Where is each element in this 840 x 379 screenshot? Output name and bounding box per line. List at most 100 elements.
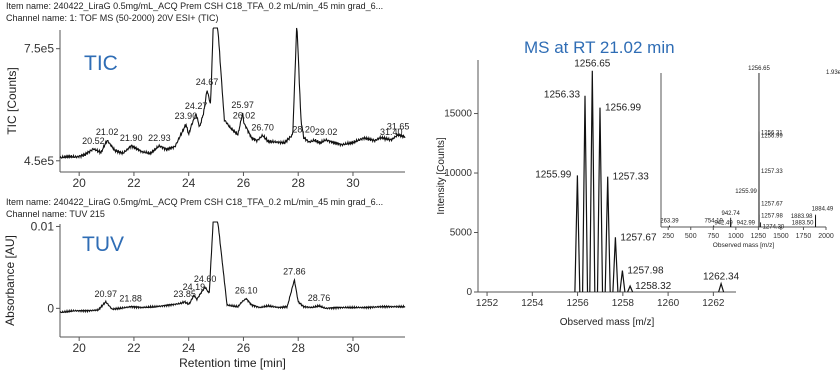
ms-peak-label: 1256.65 [574,59,611,70]
ms-peak [604,176,611,293]
ms-y-axis-title: Intensity [Counts] [436,137,447,214]
ms-x-tick-label: 1260 [657,298,680,309]
inset-x-axis-title: Observed mass [m/z] [713,242,775,249]
inset-x-tick-label: 1000 [728,233,744,240]
tic-peak-label: 22.93 [148,133,171,143]
tic-x-tick-label: 22 [127,176,141,190]
inset-peak-label: 942.74 [721,211,740,217]
tuv-x-tick-label: 26 [237,341,251,355]
tic-channel-name: Channel name: 1: TOF MS (50-2000) 20V ES… [6,13,219,23]
tic-y-tick-label: 4.5e5 [24,154,54,168]
tuv-y-axis-title: Absorbance [AU] [3,235,17,326]
tic-trace [59,27,406,160]
ms-peak-label: 1257.67 [620,232,657,243]
tic-peak-label: 31.40 [380,127,403,137]
ms-peak-label: 1255.99 [535,169,572,180]
tic-x-tick-label: 28 [292,176,306,190]
ms-peak-label: 1256.33 [544,90,581,101]
tic-x-tick-label: 26 [237,176,251,190]
tic-peak-label: 24.67 [196,77,219,87]
inset-x-tick-label: 2000 [818,233,834,240]
tic-peak-label: 28.20 [292,125,315,135]
inset-peak-label: 1883.98 [791,214,813,220]
inset-peak-label: 1256.31 [761,131,783,137]
tuv-channel-name: Channel name: TUV 215 [6,209,105,219]
inset-peak-label: 1256.99 [761,134,783,140]
inset-x-tick-label: 500 [685,233,697,240]
tic-peak-label: 25.97 [231,100,254,110]
ms-peak [718,281,725,293]
inset-peak-label: 263.39 [660,218,679,224]
tic-x-tick-label: 30 [346,176,360,190]
tic-inset-label: TIC [84,52,118,75]
inset-x-tick-label: 750 [707,233,719,240]
tic-peak-label: 21.90 [120,133,143,143]
inset-peak-label: 1274.30 [763,224,785,230]
tic-item-name: Item name: 240422_LiraG 0.5mg/mL_ACQ Pre… [6,1,384,11]
ms-x-tick-label: 1262 [702,298,725,309]
tuv-peak-label: 24.19 [183,282,206,292]
inset-peak-label: 1257.98 [761,214,783,220]
tuv-peak-label: 26.10 [235,286,258,296]
tuv-inset-label: TUV [82,233,124,256]
tuv-x-axis-title: Retention time [min] [179,356,286,370]
inset-x-tick-label: 1500 [773,233,789,240]
tic-y-tick-label: 7.5e5 [24,42,54,56]
tic-y-axis-title: TIC [Counts] [5,67,19,134]
inset-peak-label: 1256.65 [748,66,770,72]
ms-peak [582,95,589,293]
ms-x-tick-label: 1254 [521,298,544,309]
tic-peak-label: 24.27 [185,101,208,111]
tic-peak-label: 21.02 [96,127,119,137]
ms-y-tick-label: 15000 [444,109,472,120]
inset-peak-label: 754.19 [704,218,723,224]
ms-peak [619,270,626,293]
inset-peak-label: 942.99 [737,220,756,226]
tic-peak-label: 31.65 [387,122,410,132]
tic-peak-label: 29.02 [315,127,338,137]
ms-peak-label: 1257.98 [627,266,664,277]
ms-x-tick-label: 1256 [566,298,589,309]
tuv-x-tick-label: 30 [346,341,360,355]
tuv-peak-label: 23.85 [173,289,196,299]
tuv-peak-label: 24.60 [194,274,217,284]
tic-peak-label: 26.70 [251,122,274,132]
ms-title: MS at RT 21.02 min [524,38,675,57]
ms-peak-label: 1262.34 [703,272,740,283]
inset-peak-label: 1883.50 [792,220,814,226]
ms-peak-label: 1256.99 [605,103,642,114]
tic-x-tick-label: 20 [72,176,86,190]
tic-peak-label: 26.02 [233,110,256,120]
ms-peak [589,70,596,293]
tuv-x-tick-label: 28 [292,341,306,355]
inset-peak-label: 942.49 [714,220,733,226]
tic-peak-label: 20.52 [82,136,105,146]
tuv-peak-label: 21.88 [119,294,142,304]
ms-peak [627,284,634,293]
tic-x-tick-label: 24 [182,176,196,190]
ms-y-tick-label: 0 [466,287,472,298]
tuv-item-name: Item name: 240422_LiraG 0.5mg/mL_ACQ Pre… [6,197,384,207]
inset-peak-label: 1257.33 [761,169,783,175]
ms-x-tick-label: 1252 [476,298,499,309]
ms-x-tick-label: 1258 [612,298,635,309]
inset-x-tick-label: 1750 [796,233,812,240]
ms-y-tick-label: 10000 [444,168,472,179]
ms-y-tick-label: 5000 [450,228,473,239]
tuv-trace [59,221,406,314]
inset-corner-label: 1.93e [826,70,840,76]
ms-peak-label: 1258.32 [635,281,672,292]
ms-peak [574,175,581,293]
tuv-y-tick-label: 0.01 [31,219,55,233]
ms-peak-label: 1257.33 [613,172,650,183]
tuv-y-tick-label: 0 [47,301,54,315]
ms-peak [612,237,619,293]
inset-peak-label: 1255.99 [735,189,757,195]
tuv-peak-label: 20.97 [94,289,117,299]
ms-peak [596,107,604,293]
inset-peak-label: 1884.49 [812,207,834,213]
ms-x-axis-title: Observed mass [m/z] [560,317,655,328]
tuv-x-tick-label: 20 [72,341,86,355]
inset-peak-label: 1257.67 [761,201,783,207]
